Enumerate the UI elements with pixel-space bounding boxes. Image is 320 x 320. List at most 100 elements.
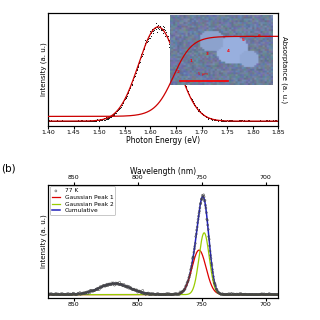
77 K [103, 283, 108, 288]
Point [59, 118, 64, 124]
Point [255, 118, 260, 124]
Point [276, 118, 281, 124]
77 K [56, 292, 61, 297]
Point [93, 118, 98, 124]
77 K [253, 292, 258, 297]
Point [245, 118, 250, 124]
Point [132, 74, 137, 79]
Point [256, 118, 261, 124]
77 K [155, 291, 160, 296]
Point [275, 118, 280, 124]
77 K [50, 292, 55, 297]
77 K [137, 289, 142, 294]
77 K [148, 292, 154, 297]
Point [123, 94, 128, 100]
77 K [67, 292, 72, 297]
Point [234, 118, 239, 124]
77 K [108, 282, 113, 287]
77 K [113, 282, 118, 287]
77 K [143, 292, 148, 297]
Point [251, 118, 256, 124]
Point [60, 118, 65, 124]
Point [157, 24, 162, 29]
Gaussian Peak 1 [276, 293, 280, 297]
Point [141, 45, 147, 50]
77 K [120, 283, 125, 288]
Point [126, 89, 131, 94]
Point [83, 118, 88, 123]
Point [267, 118, 272, 123]
Point [198, 110, 203, 115]
77 K [72, 292, 77, 297]
77 K [64, 292, 69, 297]
Point [126, 87, 132, 92]
77 K [254, 292, 259, 297]
77 K [230, 292, 235, 297]
Point [253, 118, 258, 124]
Point [266, 117, 271, 122]
Point [260, 118, 265, 124]
77 K [100, 283, 106, 288]
Point [236, 118, 241, 123]
Point [87, 118, 92, 124]
77 K [47, 292, 52, 297]
Point [231, 118, 236, 124]
Point [220, 117, 225, 122]
77 K [264, 292, 269, 297]
77 K [141, 291, 147, 296]
77 K [229, 291, 234, 296]
77 K [265, 292, 270, 297]
77 K [129, 286, 134, 291]
Gaussian Peak 2 [247, 293, 251, 297]
77 K [172, 292, 177, 297]
77 K [198, 200, 204, 205]
Point [252, 118, 257, 124]
77 K [224, 292, 229, 297]
77 K [216, 290, 221, 295]
Point [70, 118, 76, 123]
Point [111, 111, 116, 116]
77 K [255, 292, 260, 297]
77 K [274, 292, 279, 297]
Point [92, 118, 97, 124]
77 K [205, 218, 210, 223]
77 K [259, 292, 264, 297]
77 K [197, 209, 202, 214]
Point [109, 114, 114, 119]
Point [154, 20, 159, 25]
Point [268, 118, 274, 124]
77 K [84, 290, 89, 295]
77 K [236, 292, 241, 297]
Point [197, 109, 203, 114]
77 K [110, 281, 115, 286]
77 K [74, 292, 79, 297]
Point [239, 117, 244, 123]
Point [95, 118, 100, 123]
Point [125, 90, 131, 95]
77 K [230, 292, 235, 297]
Point [148, 34, 154, 39]
Point [142, 38, 147, 43]
77 K [173, 292, 178, 297]
Point [208, 116, 213, 121]
Point [140, 52, 145, 57]
Gaussian Peak 2 [272, 293, 276, 297]
77 K [157, 292, 162, 297]
Point [131, 76, 136, 81]
Point [181, 79, 186, 84]
77 K [140, 291, 145, 296]
Point [146, 36, 151, 41]
77 K [175, 292, 180, 297]
77 K [231, 292, 236, 297]
Point [212, 117, 218, 123]
Point [232, 118, 237, 123]
77 K [142, 290, 147, 295]
77 K [100, 284, 105, 289]
Gaussian Peak 1 [134, 293, 138, 297]
77 K [81, 290, 86, 295]
Point [99, 117, 104, 122]
Point [118, 104, 124, 109]
77 K [195, 225, 200, 230]
77 K [195, 220, 200, 225]
Point [81, 118, 86, 124]
